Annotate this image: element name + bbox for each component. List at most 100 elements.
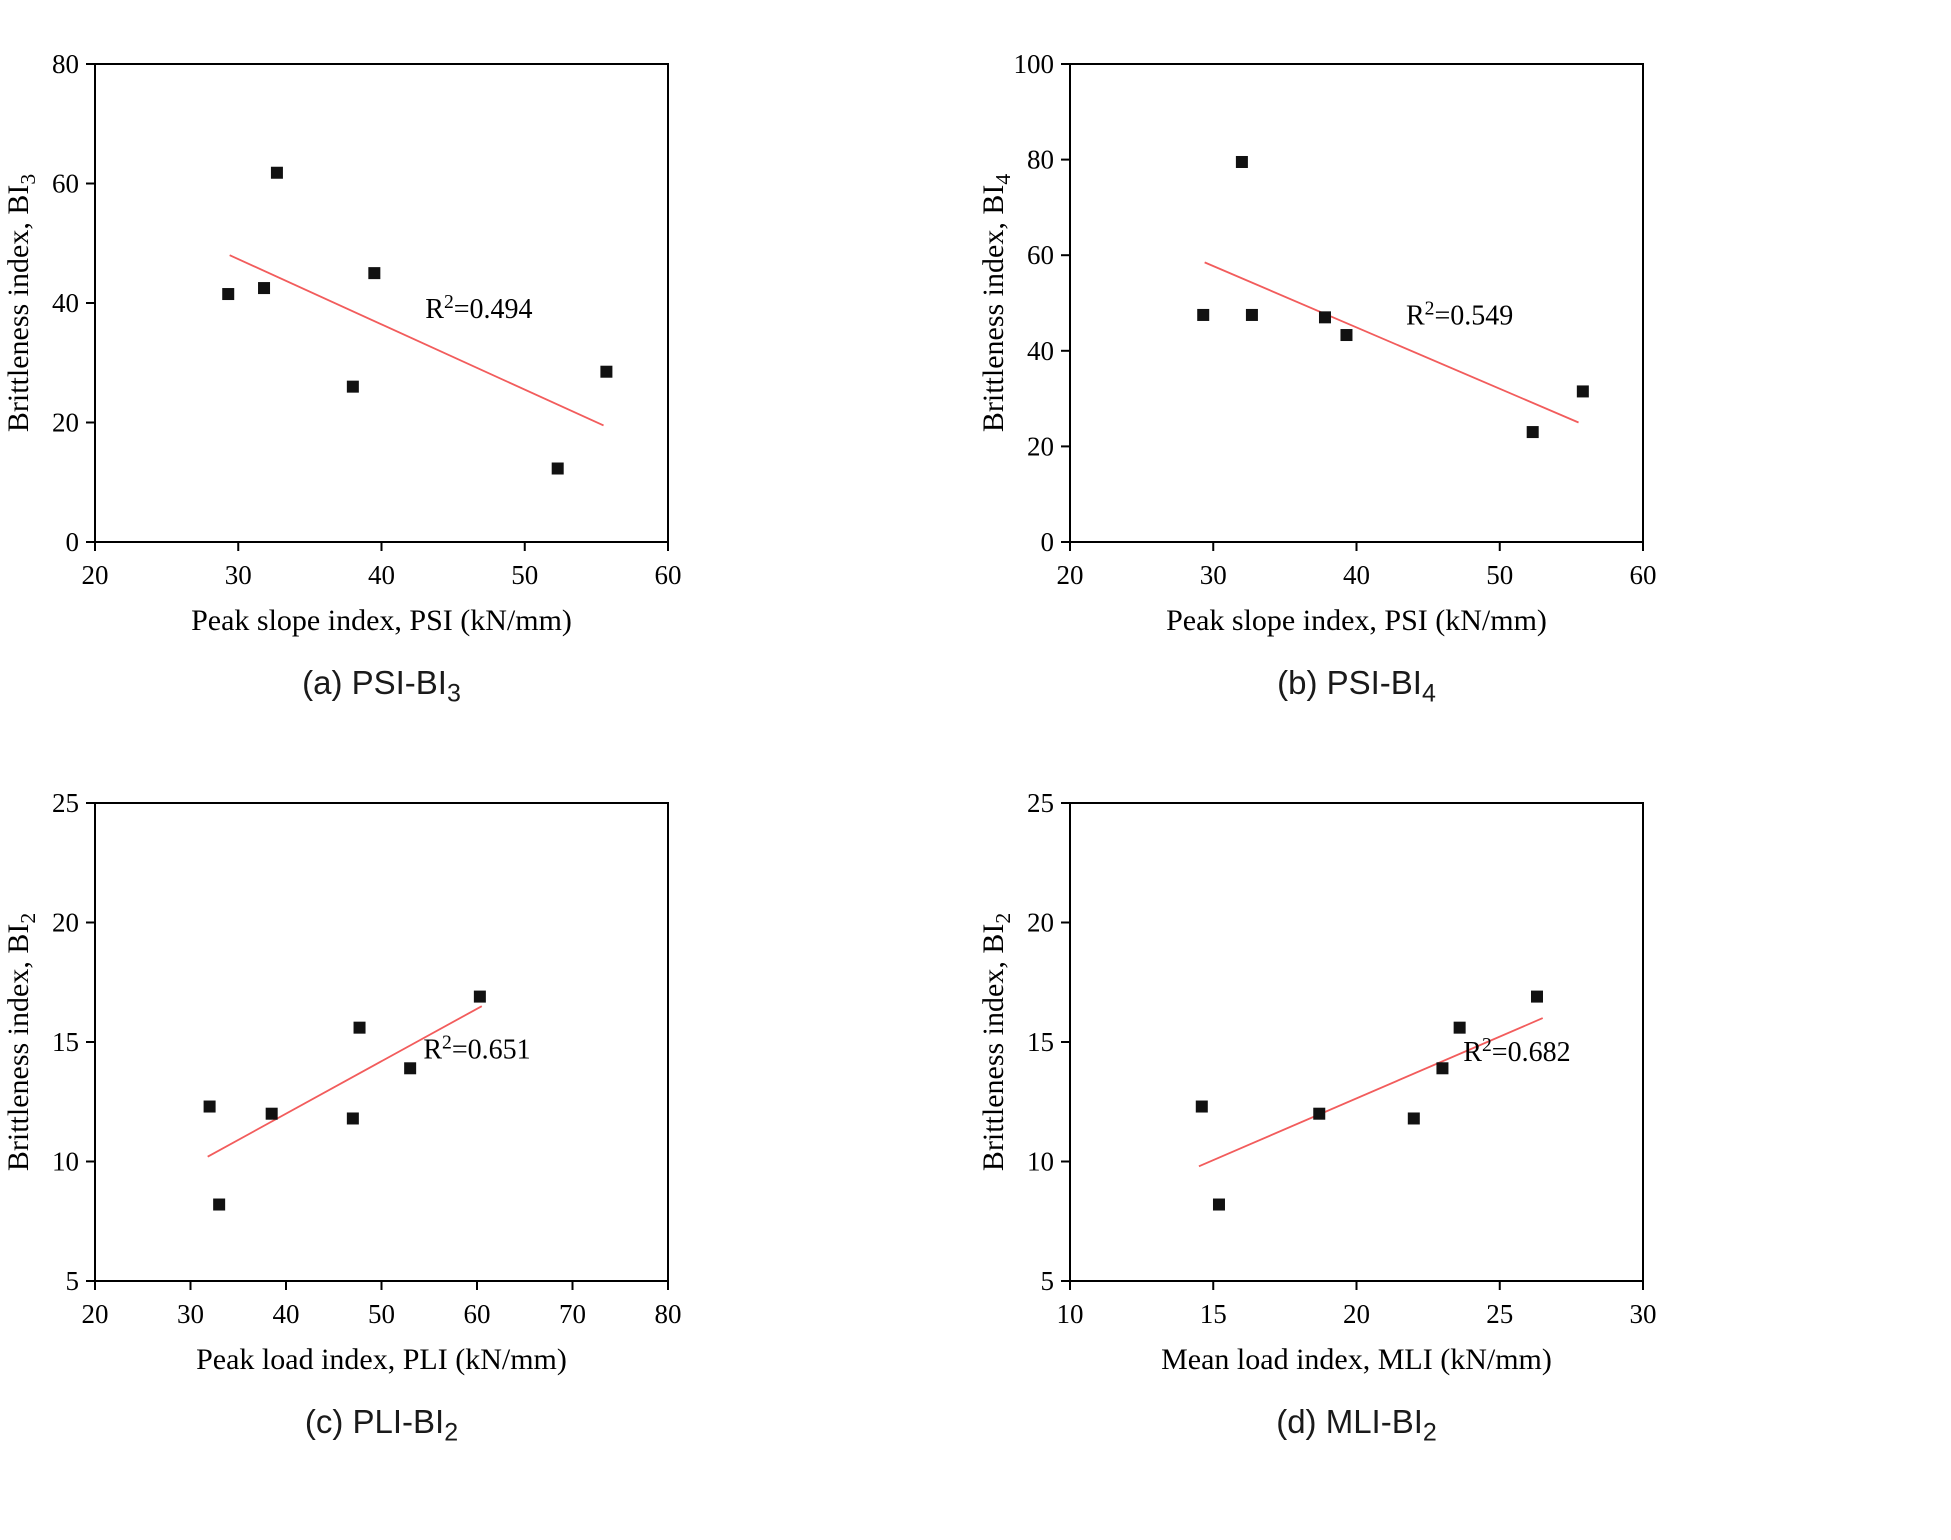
y-tick-label: 25 bbox=[52, 788, 79, 818]
data-point bbox=[1530, 990, 1543, 1003]
r2-label: R2=0.682 bbox=[1463, 1035, 1570, 1068]
x-tick-label: 30 bbox=[225, 560, 252, 590]
y-tick-label: 15 bbox=[1027, 1027, 1054, 1057]
x-tick-label: 10 bbox=[1057, 1299, 1084, 1329]
data-point bbox=[1340, 329, 1353, 342]
x-tick-label: 20 bbox=[1057, 560, 1084, 590]
y-tick-label: 20 bbox=[1027, 907, 1054, 937]
x-axis-title: Peak load index, PLI (kN/mm) bbox=[196, 1343, 567, 1376]
data-point bbox=[404, 1061, 417, 1074]
y-tick-label: 20 bbox=[52, 907, 79, 937]
data-point bbox=[368, 267, 381, 280]
y-tick-label: 80 bbox=[52, 49, 79, 79]
x-tick-label: 15 bbox=[1200, 1299, 1227, 1329]
y-tick-label: 60 bbox=[1027, 240, 1054, 270]
data-point bbox=[1453, 1021, 1466, 1034]
data-point bbox=[265, 1107, 278, 1120]
panel-a: 20 30 40 50 60 0 20 40 60 80 Peak slope index, PSI… bbox=[0, 22, 975, 709]
r2-label: R2=0.549 bbox=[1406, 299, 1513, 332]
data-point bbox=[203, 1100, 216, 1113]
y-tick-label: 40 bbox=[52, 288, 79, 318]
fit-line bbox=[1204, 261, 1579, 424]
fit-line bbox=[207, 1004, 483, 1158]
y-axis-title: Brittleness index, BI2 bbox=[977, 912, 1015, 1170]
x-tick-label: 40 bbox=[368, 560, 395, 590]
x-tick-label: 30 bbox=[1200, 560, 1227, 590]
data-point bbox=[600, 365, 613, 378]
y-axis-title: Brittleness index, BI2 bbox=[2, 912, 40, 1170]
data-point bbox=[551, 462, 564, 475]
plot-frame bbox=[94, 63, 669, 543]
y-tick-label: 100 bbox=[1014, 49, 1055, 79]
x-tick-label: 20 bbox=[82, 1299, 109, 1329]
data-point bbox=[1576, 385, 1589, 398]
data-point bbox=[1195, 1100, 1208, 1113]
fit-line bbox=[1198, 1016, 1544, 1167]
y-axis-title: Brittleness index, BI3 bbox=[2, 174, 40, 432]
data-point bbox=[213, 1198, 226, 1211]
data-point bbox=[258, 282, 271, 295]
caption-b-subscript: 4 bbox=[1421, 679, 1436, 708]
panel-b: 20 30 40 50 60 0 20 40 60 80 100 Peak slope index, … bbox=[975, 22, 1951, 709]
y-tick-label: 40 bbox=[1027, 336, 1054, 366]
y-tick-label: 60 bbox=[52, 169, 79, 199]
caption-a-text: (a) PSI-BI bbox=[302, 664, 447, 701]
y-tick-label: 80 bbox=[1027, 145, 1054, 175]
caption-a-subscript: 3 bbox=[446, 679, 461, 708]
x-tick-label: 50 bbox=[368, 1299, 395, 1329]
y-tick-label: 5 bbox=[66, 1266, 80, 1296]
y-tick-label: 10 bbox=[1027, 1146, 1054, 1176]
data-point bbox=[1313, 1107, 1326, 1120]
r2-label: R2=0.494 bbox=[425, 292, 532, 325]
caption-c-subscript: 2 bbox=[444, 1418, 459, 1447]
plot-frame bbox=[94, 801, 669, 1282]
caption-d: (d) MLI-BI2 bbox=[975, 1403, 1738, 1448]
data-point bbox=[346, 1112, 359, 1125]
x-tick-label: 30 bbox=[177, 1299, 204, 1329]
figure-grid: 20 30 40 50 60 0 20 40 60 80 Peak slope index, PSI… bbox=[0, 22, 1951, 1447]
caption-d-subscript: 2 bbox=[1422, 1418, 1437, 1447]
data-point bbox=[270, 166, 283, 179]
y-tick-label: 25 bbox=[1027, 788, 1054, 818]
panel-c: 20 30 40 50 60 70 80 5 10 15 20 25 Peak load index, … bbox=[0, 761, 975, 1448]
data-point bbox=[1197, 308, 1210, 321]
x-tick-label: 30 bbox=[1630, 1299, 1657, 1329]
data-point bbox=[473, 990, 486, 1003]
data-point bbox=[1212, 1198, 1225, 1211]
y-axis-title: Brittleness index, BI4 bbox=[977, 174, 1015, 432]
caption-c: (c) PLI-BI2 bbox=[0, 1403, 763, 1448]
x-tick-label: 60 bbox=[1630, 560, 1657, 590]
caption-a: (a) PSI-BI3 bbox=[0, 664, 763, 709]
y-tick-label: 10 bbox=[52, 1146, 79, 1176]
y-tick-label: 5 bbox=[1041, 1266, 1055, 1296]
x-tick-label: 70 bbox=[559, 1299, 586, 1329]
x-tick-label: 25 bbox=[1486, 1299, 1513, 1329]
data-point bbox=[1526, 426, 1539, 439]
y-tick-label: 20 bbox=[1027, 431, 1054, 461]
x-tick-label: 80 bbox=[655, 1299, 682, 1329]
caption-b: (b) PSI-BI4 bbox=[975, 664, 1738, 709]
x-axis-title: Peak slope index, PSI (kN/mm) bbox=[191, 604, 572, 637]
y-tick-label: 15 bbox=[52, 1027, 79, 1057]
data-point bbox=[353, 1021, 366, 1034]
x-axis-title: Mean load index, MLI (kN/mm) bbox=[1161, 1343, 1552, 1376]
x-axis-title: Peak slope index, PSI (kN/mm) bbox=[1166, 604, 1547, 637]
data-point bbox=[1245, 308, 1258, 321]
fit-line bbox=[229, 254, 604, 427]
x-tick-label: 60 bbox=[464, 1299, 491, 1329]
data-point bbox=[1318, 311, 1331, 324]
panel-d: 10 15 20 25 30 5 10 15 20 25 Mean load index, MLI … bbox=[975, 761, 1951, 1448]
caption-d-text: (d) MLI-BI bbox=[1276, 1402, 1423, 1440]
caption-c-text: (c) PLI-BI bbox=[304, 1402, 445, 1440]
x-tick-label: 20 bbox=[82, 560, 109, 590]
y-tick-label: 0 bbox=[66, 527, 80, 557]
x-tick-label: 50 bbox=[1486, 560, 1513, 590]
y-tick-label: 20 bbox=[52, 408, 79, 438]
data-point bbox=[222, 288, 235, 301]
scatter-plot-pli-bi2: 20 30 40 50 60 70 80 5 10 15 20 25 Peak load index, … bbox=[2, 788, 682, 1376]
caption-b-text: (b) PSI-BI bbox=[1277, 664, 1422, 701]
x-tick-label: 40 bbox=[273, 1299, 300, 1329]
